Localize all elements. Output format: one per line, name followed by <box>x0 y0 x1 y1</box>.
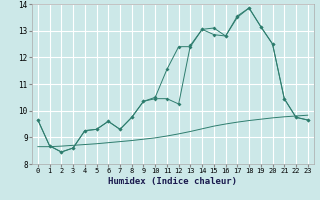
X-axis label: Humidex (Indice chaleur): Humidex (Indice chaleur) <box>108 177 237 186</box>
